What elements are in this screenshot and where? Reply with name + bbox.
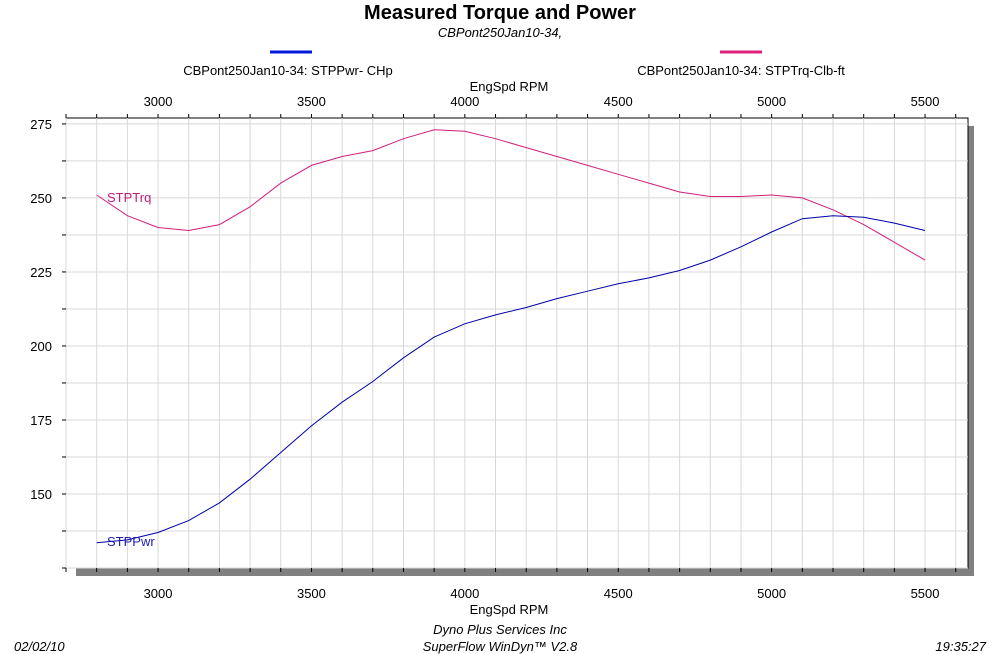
x-tick-label: 4000 xyxy=(450,586,479,601)
x-axis-label-top: EngSpd RPM xyxy=(470,79,549,94)
chart-title: Measured Torque and Power xyxy=(364,2,636,24)
x-tick-label-top: 4500 xyxy=(604,94,633,109)
x-tick-label: 5500 xyxy=(911,586,940,601)
chart-subtitle: CBPont250Jan10-34, xyxy=(438,25,562,40)
x-tick-label: 3000 xyxy=(144,586,173,601)
legend: CBPont250Jan10-34: STPPwr- CHp CBPont250… xyxy=(183,50,845,78)
legend-label-power: CBPont250Jan10-34: STPPwr- CHp xyxy=(183,63,393,78)
plot-area: 3000 3000 3500 3500 4000 4000 4500 4500 5000 5000… xyxy=(30,94,969,601)
y-tick-label: 250 xyxy=(30,191,52,206)
series-line-power xyxy=(96,215,926,544)
series-label-torque: STPTrq xyxy=(107,190,151,205)
x-tick-label: 5000 xyxy=(757,586,786,601)
frame-shadow-right xyxy=(966,126,974,576)
frame-shadow-bottom xyxy=(76,568,974,576)
plot-frame xyxy=(65,117,969,569)
legend-label-torque: CBPont250Jan10-34: STPTrq-Clb-ft xyxy=(637,63,845,78)
footer-company: Dyno Plus Services Inc xyxy=(433,622,567,637)
footer-software: SuperFlow WinDyn™ V2.8 xyxy=(423,639,578,654)
series-label-power: STPPwr xyxy=(107,534,155,549)
x-tick-label-top: 4000 xyxy=(450,94,479,109)
y-tick-label: 275 xyxy=(30,117,52,132)
grid xyxy=(65,118,968,569)
series-layer xyxy=(96,129,926,544)
y-tick-label: 200 xyxy=(30,339,52,354)
x-tick-label-top: 5000 xyxy=(757,94,786,109)
x-tick-label: 4500 xyxy=(604,586,633,601)
footer-date: 02/02/10 xyxy=(14,639,65,654)
x-tick-label: 3500 xyxy=(297,586,326,601)
y-tick-label: 225 xyxy=(30,265,52,280)
y-tick-label: 150 xyxy=(30,487,52,502)
x-axis-label-bottom: EngSpd RPM xyxy=(470,602,549,617)
x-tick-label-top: 5500 xyxy=(911,94,940,109)
x-tick-label-top: 3000 xyxy=(144,94,173,109)
axis-ticks: 3000 3000 3500 3500 4000 4000 4500 4500 5000 5000… xyxy=(30,94,957,601)
x-tick-label-top: 3500 xyxy=(297,94,326,109)
y-tick-label: 175 xyxy=(30,413,52,428)
footer-time: 19:35:27 xyxy=(935,639,986,654)
series-line-torque xyxy=(96,129,926,261)
